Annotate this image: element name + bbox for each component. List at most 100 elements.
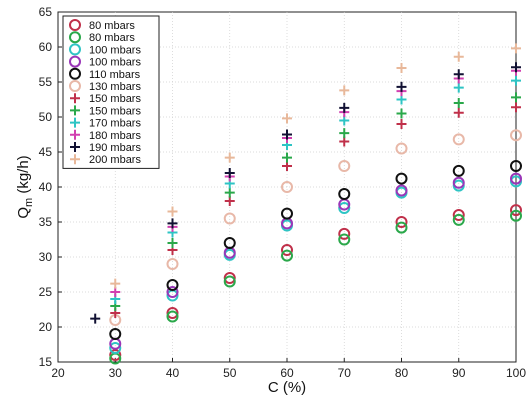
y-tick-label: 25 bbox=[39, 285, 53, 299]
legend-label: 150 mbars bbox=[89, 93, 141, 105]
data-point bbox=[166, 258, 179, 270]
data-point bbox=[396, 119, 407, 129]
legend-label: 80 mbars bbox=[89, 32, 135, 44]
data-point bbox=[338, 227, 351, 240]
series-8 bbox=[110, 75, 521, 304]
legend-marker bbox=[69, 31, 81, 44]
y-axis-title-sub: m bbox=[23, 198, 35, 207]
y-tick-label: 45 bbox=[39, 145, 53, 159]
data-point bbox=[282, 113, 292, 124]
legend-marker bbox=[70, 129, 80, 140]
x-tick-label: 90 bbox=[452, 366, 466, 380]
x-tick-label: 100 bbox=[506, 366, 526, 380]
x-tick-label: 60 bbox=[280, 366, 294, 380]
data-point bbox=[338, 202, 351, 214]
legend-marker bbox=[70, 142, 80, 152]
data-point bbox=[109, 342, 122, 354]
data-point bbox=[224, 168, 235, 178]
data-point bbox=[452, 176, 465, 189]
data-point bbox=[167, 238, 178, 248]
legend-marker bbox=[69, 43, 81, 56]
data-point bbox=[338, 160, 351, 172]
y-tick-label: 40 bbox=[39, 180, 53, 194]
series-4 bbox=[109, 160, 522, 340]
legend-marker bbox=[69, 55, 81, 68]
data-point bbox=[452, 164, 465, 177]
legend-item: 110 mbars bbox=[69, 67, 141, 81]
series-3 bbox=[109, 172, 522, 350]
data-point bbox=[282, 152, 292, 163]
data-point bbox=[510, 172, 522, 185]
x-tick-label: 80 bbox=[395, 366, 409, 380]
data-point bbox=[396, 81, 407, 92]
legend-marker bbox=[70, 117, 80, 128]
legend-label: 150 mbars bbox=[89, 105, 141, 117]
data-point bbox=[395, 216, 408, 228]
legend-marker bbox=[70, 93, 80, 104]
data-point bbox=[281, 207, 293, 220]
legend-item: 80 mbars bbox=[69, 19, 135, 32]
data-point bbox=[167, 206, 178, 217]
data-point bbox=[511, 43, 521, 54]
x-tick-label: 40 bbox=[166, 366, 180, 380]
data-point bbox=[339, 102, 350, 113]
data-point bbox=[339, 136, 350, 147]
data-point bbox=[396, 94, 407, 105]
y-tick-label: 60 bbox=[39, 40, 53, 54]
data-point bbox=[511, 75, 521, 86]
data-point bbox=[511, 92, 521, 103]
data-point bbox=[511, 102, 521, 113]
x-tick-label: 70 bbox=[338, 366, 352, 380]
data-point bbox=[338, 233, 351, 246]
data-point bbox=[224, 187, 235, 198]
y-tick-label: 50 bbox=[39, 110, 53, 124]
y-axis-title-main: Q bbox=[15, 207, 32, 219]
legend-item: 100 mbars bbox=[69, 43, 141, 56]
grid-lines bbox=[58, 12, 516, 362]
legend-label: 80 mbars bbox=[89, 20, 135, 32]
data-point bbox=[511, 62, 521, 73]
data-point bbox=[223, 237, 236, 249]
x-axis-title: C (%) bbox=[268, 379, 306, 396]
data-point bbox=[281, 181, 293, 193]
data-point bbox=[510, 204, 522, 217]
data-point bbox=[223, 275, 236, 288]
data-point bbox=[453, 51, 464, 62]
legend-label: 170 mbars bbox=[89, 118, 141, 130]
legend-item: 150 mbars bbox=[70, 105, 141, 117]
data-point bbox=[338, 188, 351, 200]
legend-item: 170 mbars bbox=[70, 118, 141, 130]
data-point bbox=[223, 272, 236, 284]
data-point bbox=[395, 184, 408, 197]
data-point bbox=[453, 107, 464, 118]
legend-marker bbox=[70, 105, 80, 116]
x-tick-label: 30 bbox=[109, 366, 123, 380]
y-axis-title-unit: (kg/h) bbox=[15, 155, 32, 198]
legend-item: 150 mbars bbox=[70, 93, 141, 105]
data-point bbox=[395, 221, 408, 234]
legend-label: 130 mbars bbox=[89, 81, 141, 93]
data-point bbox=[282, 161, 292, 171]
series-11 bbox=[110, 43, 521, 289]
data-point bbox=[453, 98, 464, 108]
legend-item: 190 mbars bbox=[70, 142, 141, 154]
data-point bbox=[395, 172, 408, 185]
x-tick-label: 50 bbox=[223, 366, 237, 380]
data-point bbox=[166, 286, 179, 298]
y-tick-label: 65 bbox=[39, 5, 53, 19]
data-point bbox=[90, 313, 101, 324]
data-point bbox=[109, 328, 122, 340]
legend-marker bbox=[70, 154, 80, 165]
data-point bbox=[453, 82, 464, 93]
data-point bbox=[510, 160, 522, 172]
legend-label: 200 mbars bbox=[89, 154, 141, 166]
legend-item: 130 mbars bbox=[69, 80, 141, 93]
data-point bbox=[167, 218, 178, 229]
legend-marker bbox=[69, 67, 81, 80]
series-1 bbox=[109, 209, 522, 365]
series-10 bbox=[90, 62, 521, 324]
legend-item: 100 mbars bbox=[69, 55, 141, 69]
data-point bbox=[282, 129, 292, 140]
